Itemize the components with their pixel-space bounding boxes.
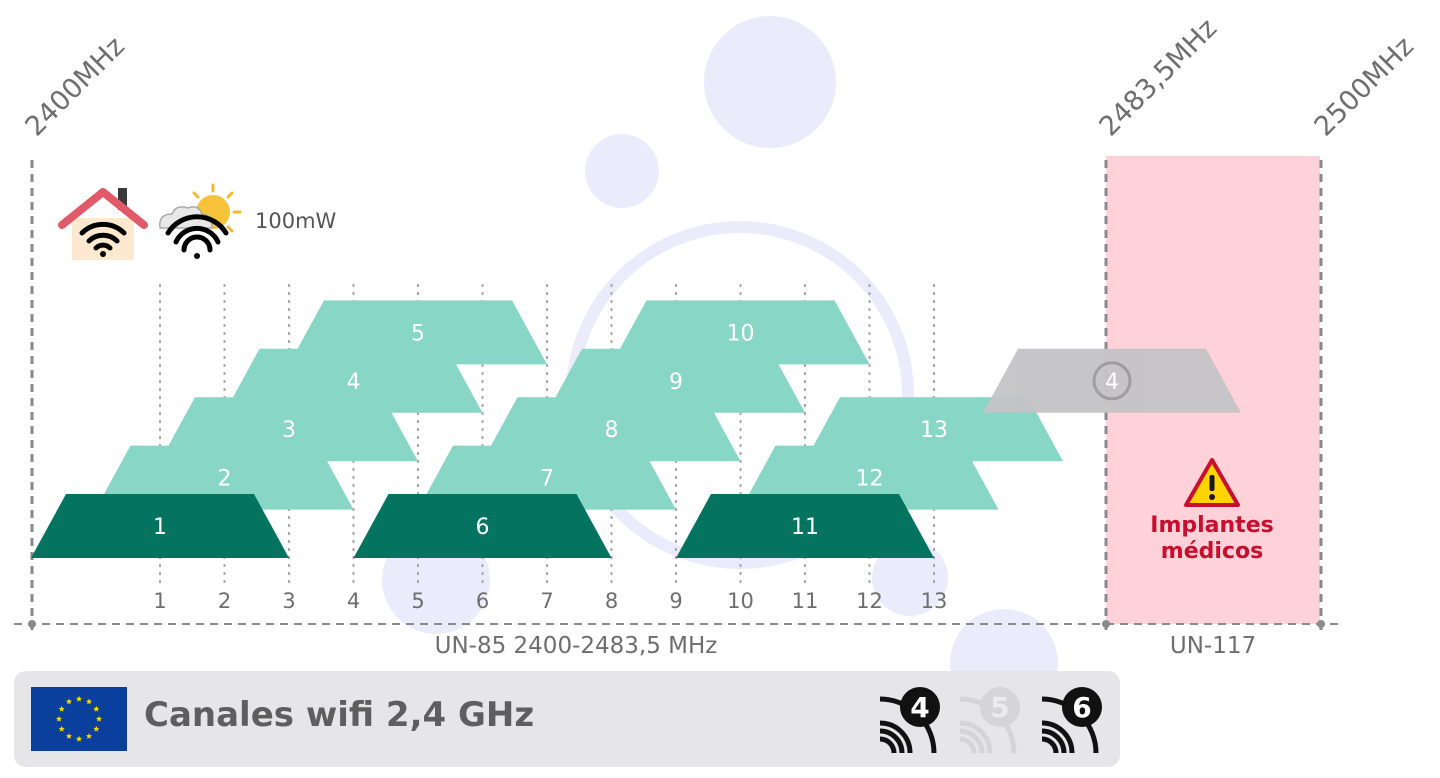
channel-block-4-label: 4	[347, 370, 361, 395]
wifi-generation-label: 6	[1072, 691, 1091, 724]
channel-block-12-shape	[740, 445, 999, 510]
axis-tick-label: 7	[540, 589, 553, 613]
eu-star	[65, 698, 73, 705]
channel-block-7-shape	[418, 445, 676, 510]
channel-block-10-shape	[611, 300, 870, 365]
channel-blocks: 5 10 4 9 3 8 13 2 7 12 1 6 11 4	[31, 300, 1241, 558]
warning-label-line2: médicos	[1160, 539, 1264, 564]
wifi-6-icon: 6	[1041, 687, 1102, 753]
channel-block-7: 7	[418, 445, 676, 510]
channel-block-5-shape	[289, 300, 547, 365]
eu-star	[65, 733, 73, 739]
channel-block-13-shape	[805, 397, 1063, 462]
wifi-5-icon: 5	[959, 687, 1020, 753]
axis-tick-label: 5	[411, 589, 424, 613]
eu-star	[55, 715, 63, 722]
axis-tick-label: 9	[669, 589, 682, 613]
channel-block-2: 2	[95, 445, 354, 510]
wifi-4-icon: 4	[879, 687, 940, 753]
warning-label-line1: Implantes	[1150, 513, 1274, 538]
frequency-axis	[14, 620, 1338, 628]
channel-block-10-label: 10	[727, 321, 755, 346]
channel-block-11: 11	[676, 494, 934, 558]
eu-star	[93, 705, 100, 712]
axis-tick-label: 8	[605, 589, 618, 613]
eu-star	[58, 725, 65, 732]
wifi-generation-label: 5	[990, 691, 1009, 724]
channel-block-5: 5	[289, 300, 547, 365]
channel-block-9-shape	[547, 348, 805, 413]
channel-block-5-label: 5	[411, 321, 425, 346]
channel-block-13-label: 13	[920, 418, 948, 443]
channel-axis-ticks: 1 2 3 4 5 6 7 8 9 10 11 12 13	[153, 589, 947, 613]
boundary-lines	[30, 160, 1323, 632]
eu-flag-icon	[31, 687, 127, 751]
outdoor-sun-wifi-icon	[159, 183, 242, 259]
axis-tick-label: 3	[282, 589, 295, 613]
axis-tick-label: 6	[476, 589, 489, 613]
channel-block-14-shape	[983, 348, 1241, 413]
eu-star	[58, 705, 65, 712]
channel-block-8-label: 8	[605, 418, 619, 443]
bg-circle	[585, 134, 659, 208]
channel-block-1-shape	[31, 494, 289, 558]
channel-block-11-shape	[676, 494, 934, 558]
axis-tick-label: 11	[792, 589, 819, 613]
eu-star	[75, 695, 83, 702]
channel-block-9: 9	[547, 348, 805, 413]
channel-block-1-label: 1	[153, 515, 167, 540]
bg-circle	[872, 540, 948, 616]
range-label-un85: UN-85 2400-2483,5 MHz	[434, 633, 718, 659]
house-wifi-icon	[58, 188, 148, 260]
channel-block-6: 6	[353, 494, 612, 558]
channel-block-6-label: 6	[476, 515, 490, 540]
range-label-un117: UN-117	[1169, 633, 1257, 659]
channel-block-14-label: 4	[1105, 370, 1119, 395]
axis-tick-label: 1	[153, 589, 166, 613]
channel-block-12: 12	[740, 445, 999, 510]
channel-block-1: 1	[31, 494, 289, 558]
channel-block-9-label: 9	[669, 370, 683, 395]
channel-block-3-shape	[160, 397, 418, 462]
axis-tick-label: 4	[347, 589, 360, 613]
channel-block-3: 3	[160, 397, 418, 462]
channel-block-2-label: 2	[218, 467, 232, 492]
eu-star	[85, 698, 93, 705]
power-label: 100mW	[255, 209, 337, 233]
channel-block-13: 13	[805, 397, 1063, 462]
axis-tick-label: 13	[921, 589, 948, 613]
channel-block-12-label: 12	[856, 467, 884, 492]
eu-star	[93, 725, 100, 732]
channel-block-10: 10	[611, 300, 870, 365]
eu-star	[75, 735, 83, 742]
eu-star	[85, 733, 93, 739]
axis-marker	[1102, 620, 1110, 628]
axis-marker	[28, 620, 36, 628]
warning-label: Implantes médicos	[1117, 513, 1307, 565]
channel-block-8: 8	[482, 397, 741, 462]
channel-block-2-shape	[95, 445, 354, 510]
page-title: Canales wifi 2,4 GHz	[144, 695, 535, 735]
channel-block-4-shape	[224, 348, 483, 413]
channel-block-11-label: 11	[791, 515, 819, 540]
footer-bar: Canales wifi 2,4 GHz 4 5 6	[14, 671, 1120, 767]
eu-star	[95, 715, 103, 722]
channel-block-3-label: 3	[282, 418, 296, 443]
channel-block-14: 4	[983, 348, 1241, 413]
channel-block-6-shape	[353, 494, 612, 558]
axis-marker	[1317, 620, 1325, 628]
channel-14-marker	[1092, 361, 1132, 401]
axis-tick-label: 12	[856, 589, 883, 613]
bg-circle	[704, 16, 836, 148]
axis-tick-label: 2	[218, 589, 231, 613]
warning-triangle-icon	[1184, 458, 1240, 507]
channel-block-8-shape	[482, 397, 741, 462]
wifi-generation-label: 4	[910, 691, 929, 724]
axis-tick-label: 10	[727, 589, 754, 613]
channel-block-7-label: 7	[540, 467, 554, 492]
channel-block-4: 4	[224, 348, 483, 413]
